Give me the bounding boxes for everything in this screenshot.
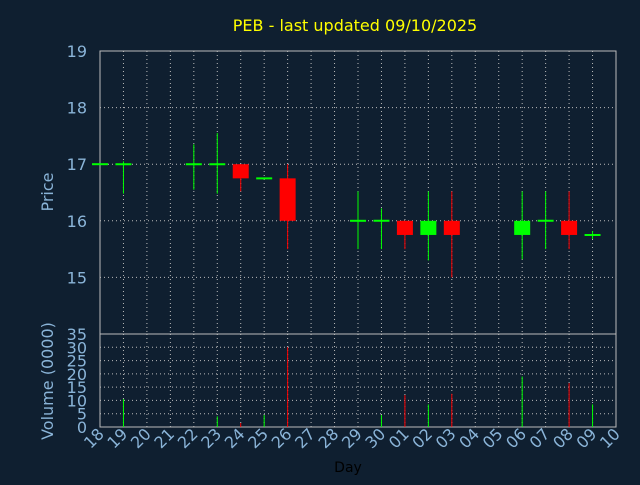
price-tick-label: 18 (67, 99, 87, 118)
candle-body (443, 220, 460, 235)
candle-body (396, 220, 413, 235)
volume-tick-label: 0 (77, 418, 87, 437)
price-tick-label: 16 (67, 212, 87, 231)
price-tick-label: 15 (67, 268, 87, 287)
volume-axis-label: Volume (0000) (38, 322, 57, 440)
candle-body (232, 164, 249, 179)
x-axis-label: Day (334, 460, 362, 476)
volume-tick-label: 25 (67, 352, 87, 371)
volume-tick-label: 30 (67, 338, 87, 357)
candle-body (420, 220, 437, 235)
price-tick-label: 17 (67, 155, 87, 174)
volume-tick-label: 20 (67, 365, 87, 384)
price-axis-label: Price (38, 172, 57, 211)
price-panel: 15 16 17 18 19 (67, 42, 617, 335)
price-tick-label: 19 (67, 42, 87, 61)
chart-title: PEB - last updated 09/10/2025 (233, 16, 477, 35)
x-tick-labels: 1819202122232425262728293001020304050607… (80, 424, 624, 452)
candle-body (561, 220, 578, 235)
volume-tick-label: 15 (67, 378, 87, 397)
candle-body (514, 220, 531, 235)
volume-tick-label: 35 (67, 325, 87, 344)
candle-body (279, 178, 296, 221)
volume-tick-label: 10 (67, 391, 87, 410)
volume-frame (99, 333, 617, 428)
volume-tick-label: 5 (77, 405, 87, 424)
